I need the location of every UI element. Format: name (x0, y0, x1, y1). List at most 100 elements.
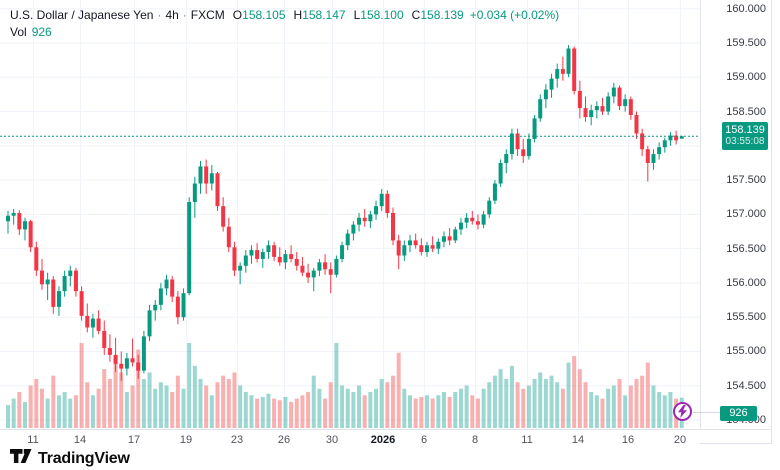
tradingview-mark-icon (10, 449, 32, 463)
open-letter: O (232, 8, 243, 22)
candle-down (17, 213, 22, 230)
candle-up (260, 252, 265, 259)
price-axis[interactable]: 160.000159.500159.000158.500158.000157.5… (700, 0, 772, 443)
price-axis-label: 159.500 (726, 37, 766, 49)
volume-bar (255, 398, 260, 428)
candle-down (119, 363, 124, 369)
price-axis-label: 155.500 (726, 311, 766, 324)
right-border (771, 0, 772, 443)
volume-bar (260, 396, 265, 428)
volume-bar (413, 398, 418, 428)
candle-up (662, 140, 667, 148)
candle-down (232, 247, 237, 271)
candle-up (153, 304, 158, 311)
price-axis-label: 156.500 (726, 242, 766, 255)
exchange-label[interactable]: FXCM (190, 8, 225, 22)
price-axis-label: 160.000 (726, 2, 766, 15)
volume-bar (56, 395, 61, 428)
volume-bar (600, 398, 605, 428)
close-letter: C (411, 8, 421, 22)
time-axis-label: 19 (179, 434, 193, 446)
candle-down (255, 250, 260, 259)
volume-bar (566, 362, 571, 428)
symbol-title[interactable]: U.S. Dollar / Japanese Yen (10, 8, 154, 22)
volume-bar (96, 388, 101, 428)
volume-bar (408, 395, 413, 428)
candle-up (357, 217, 362, 225)
time-axis-label: 23 (230, 434, 244, 446)
candle-up (668, 135, 673, 141)
candle-up (594, 106, 599, 111)
candle-up (351, 224, 356, 234)
candle-down (28, 221, 33, 248)
candle-down (300, 265, 305, 273)
volume-bar (90, 395, 95, 428)
volume-bar (385, 382, 390, 428)
candle-down (521, 149, 526, 157)
candle-up (543, 89, 548, 100)
volume-bar (572, 356, 577, 428)
volume-bar (453, 392, 458, 428)
volume-bar (521, 388, 526, 428)
candle-up (187, 202, 192, 294)
volume-bar (306, 392, 311, 428)
candle-down (39, 270, 44, 285)
candle-down (674, 135, 679, 141)
volume-bar (498, 369, 503, 428)
candle-up (11, 213, 16, 216)
volume-bar (606, 388, 611, 428)
volume-bar (266, 393, 271, 428)
volume-bar (391, 375, 396, 428)
candle-down (391, 213, 396, 241)
candle-up (555, 69, 560, 79)
time-axis[interactable]: 11 14 17 19 23 26 30 2026 6 8 11 14 16 20 (0, 430, 772, 448)
candle-down (221, 206, 226, 227)
candle-down (628, 99, 633, 115)
volume-bar (39, 388, 44, 428)
candle-up (481, 214, 486, 225)
volume-bar (22, 401, 27, 428)
candle-down (96, 318, 101, 331)
price-axis-separator[interactable] (700, 0, 701, 429)
volume-bar (475, 398, 480, 428)
candle-down (136, 362, 141, 371)
candle-up (22, 221, 27, 230)
volume-bar (611, 385, 616, 428)
time-axis-separator[interactable] (0, 429, 772, 430)
candlestick-chart[interactable] (0, 0, 780, 448)
time-axis-label: 17 (127, 434, 141, 446)
volume-label[interactable]: Vol (10, 25, 27, 39)
candle-up (90, 318, 95, 328)
interval-label[interactable]: 4h (165, 8, 179, 22)
volume-bar (487, 382, 492, 428)
volume-badge: 926 (720, 406, 757, 421)
volume-bar (130, 385, 135, 428)
price-axis-label: 155.000 (726, 345, 766, 358)
volume-bar (345, 388, 350, 428)
volume-bar (221, 375, 226, 428)
volume-bar (232, 372, 237, 428)
volume-bar (668, 392, 673, 428)
axis-bottom-border (700, 443, 772, 444)
chart-legend: U.S. Dollar / Japanese Yen · 4h · FXCM O158.1… (10, 7, 559, 41)
volume-bar (662, 395, 667, 428)
quick-trade-button[interactable] (673, 402, 692, 421)
candle-up (62, 276, 67, 292)
candle-down (515, 133, 520, 150)
price-axis-label: 159.000 (726, 71, 766, 84)
candle-up (424, 245, 429, 253)
volume-bar (119, 372, 124, 428)
volume-bar (549, 375, 554, 428)
volume-bar (492, 375, 497, 428)
candle-down (413, 240, 418, 246)
volume-bar (243, 392, 248, 428)
tradingview-logo[interactable]: TradingView (10, 449, 130, 468)
candle-up (408, 240, 413, 246)
candle-up (498, 162, 503, 184)
volume-bar (147, 372, 152, 428)
candle-up (549, 78, 554, 90)
candle-up (147, 310, 152, 337)
time-axis-label: 14 (571, 434, 585, 446)
volume-bar (198, 378, 203, 428)
candle-up (566, 48, 571, 74)
